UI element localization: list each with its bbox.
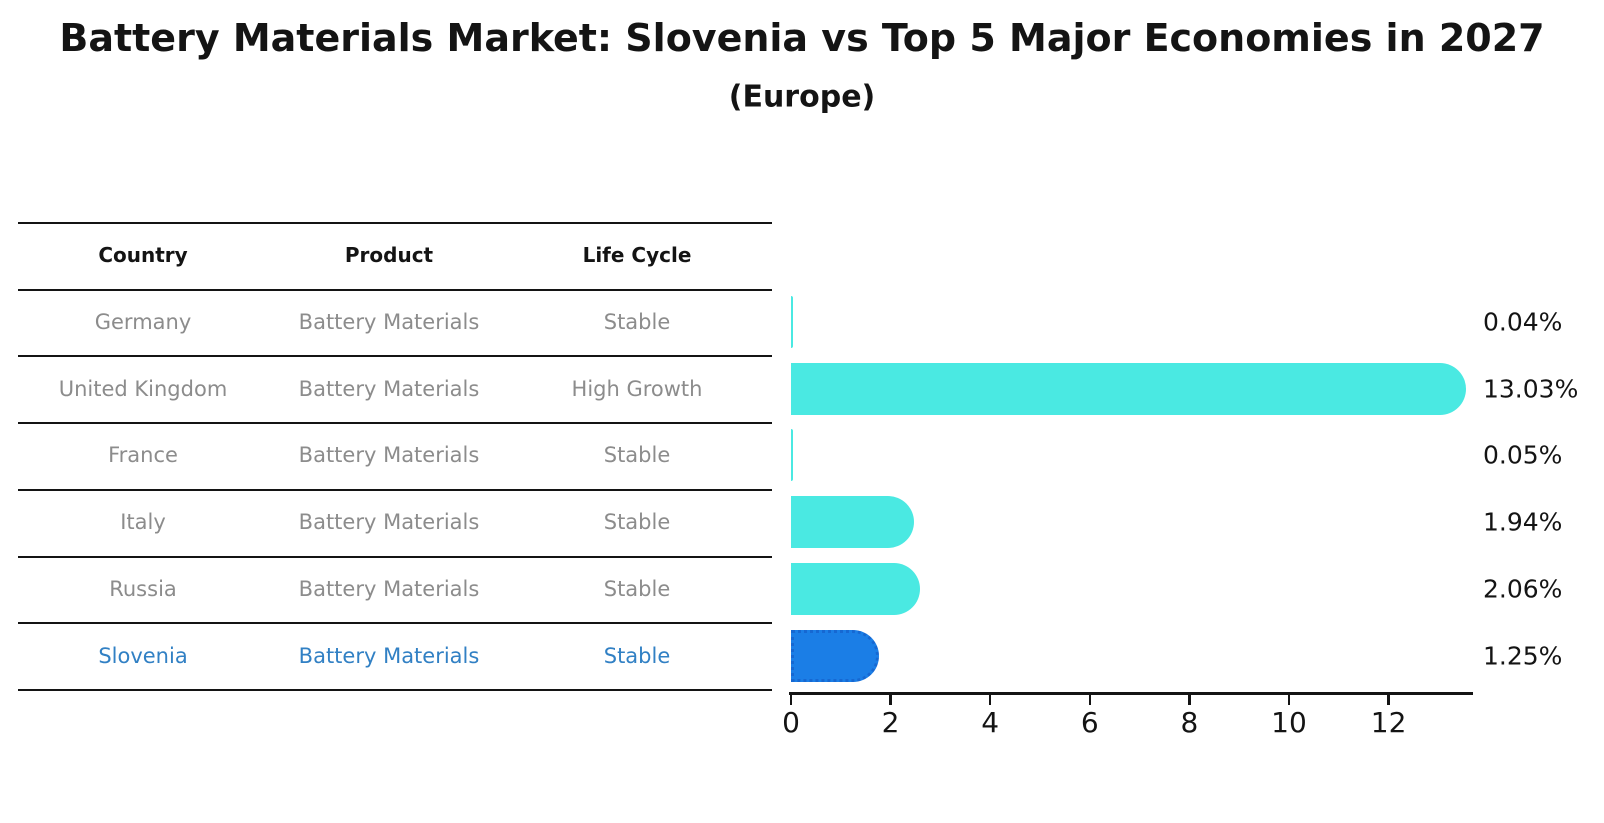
table-cell-product: Battery Materials [298,510,480,535]
x-axis-tick [1188,695,1191,705]
table-separator-line [18,555,772,558]
bar-value-label: 1.94% [1483,507,1563,537]
bar [791,429,794,482]
x-axis-tick-label: 6 [1080,706,1099,739]
bar-value-label: 13.03% [1483,374,1579,404]
bar-value-label: 0.04% [1483,307,1563,337]
table-cell-country: Slovenia [98,643,188,668]
table-cell-life_cycle: Stable [603,443,671,468]
table-header-cell: Country [98,243,188,268]
table-separator-line [18,355,772,358]
table-separator-line [18,688,772,691]
table-cell-product: Battery Materials [298,576,480,601]
table-cell-life_cycle: Stable [603,510,671,535]
table-cell-country: United Kingdom [58,376,228,401]
table-cell-life_cycle: High Growth [571,376,703,401]
bar [791,296,794,349]
table-cell-product: Battery Materials [298,643,480,668]
table-cell-life_cycle: Stable [603,576,671,601]
table-cell-life_cycle: Stable [603,643,671,668]
table-separator-line [18,288,772,291]
x-axis-tick-label: 2 [881,706,900,739]
bar-highlight-slovenia [791,629,880,682]
table-header-cell: Life Cycle [582,243,692,268]
x-axis-tick [1088,695,1091,705]
x-axis-tick-label: 8 [1180,706,1199,739]
x-axis-tick [989,695,992,705]
x-axis-tick [1287,695,1291,705]
bar-value-label: 0.05% [1483,440,1563,470]
table-cell-life_cycle: Stable [603,310,671,335]
x-axis-tick-label: 12 [1370,706,1407,739]
bar [791,362,1466,415]
x-axis-tick-label: 0 [782,706,800,739]
table-cell-product: Battery Materials [298,310,480,335]
x-axis-tick [889,695,892,705]
table-separator-line [18,222,772,224]
table-separator-line [18,488,772,491]
table-cell-product: Battery Materials [298,443,480,468]
table-separator-line [18,622,772,625]
x-axis-tick [789,695,793,705]
table-header-cell: Product [344,243,434,268]
table-separator-line [18,422,772,425]
chart-subtitle: (Europe) [728,79,876,115]
bar [791,562,920,615]
chart-title: Battery Materials Market: Slovenia vs To… [59,16,1545,60]
table-cell-country: Italy [120,510,166,535]
bar-value-label: 1.25% [1483,641,1563,671]
bar-value-label: 2.06% [1483,574,1563,604]
x-axis-line [789,692,1473,695]
x-axis-tick-label: 4 [981,706,1000,739]
table-cell-country: Germany [94,310,192,335]
x-axis-tick-label: 10 [1271,706,1307,739]
table-cell-product: Battery Materials [298,376,480,401]
bar [791,496,914,549]
table-cell-country: France [108,443,178,468]
table-cell-country: Russia [109,576,177,601]
x-axis-tick [1387,695,1390,705]
